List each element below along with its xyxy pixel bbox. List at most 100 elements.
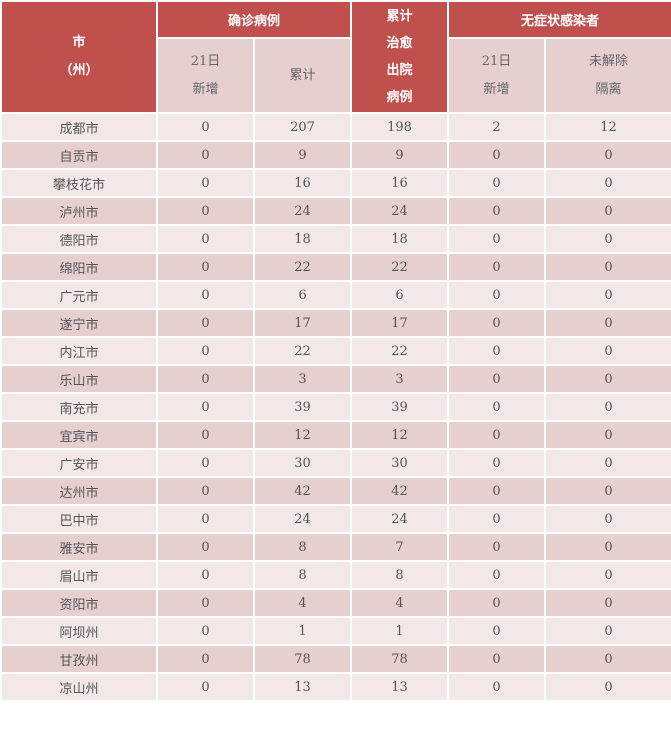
asym-isolation-cell: 0 xyxy=(544,280,671,310)
cured-cell: 6 xyxy=(350,280,450,310)
cured-cell: 78 xyxy=(350,644,450,674)
cumulative-cell: 13 xyxy=(252,672,353,702)
table-row: 眉山市 0 8 8 0 0 xyxy=(0,560,671,590)
city-header: 市（州） xyxy=(0,0,158,114)
city-cell: 资阳市 xyxy=(0,588,158,618)
cured-cell: 1 xyxy=(350,616,450,646)
table-row: 阿坝州 0 1 1 0 0 xyxy=(0,616,671,646)
asym-new-cell: 0 xyxy=(447,616,547,646)
new-cases-cell: 0 xyxy=(156,672,255,702)
cured-cell: 22 xyxy=(350,252,450,282)
city-cell: 达州市 xyxy=(0,476,158,506)
asym-new-cell: 0 xyxy=(447,504,547,534)
cumulative-cell: 24 xyxy=(252,504,353,534)
asym-new-cell: 0 xyxy=(447,532,547,562)
new-cases-cell: 0 xyxy=(156,532,255,562)
cumulative-cell: 3 xyxy=(252,364,353,394)
covid-stats-table: 市（州） 确诊病例 累计 治愈 出院 病例 无症状感染者 21日 新增 累计 21日 新增… xyxy=(0,0,671,702)
new-cases-cell: 0 xyxy=(156,140,255,170)
cured-cell: 24 xyxy=(350,504,450,534)
cumulative-cell: 4 xyxy=(252,588,353,618)
table-row: 攀枝花市 0 16 16 0 0 xyxy=(0,168,671,198)
asym-new-cell: 0 xyxy=(447,420,547,450)
new-cases-cell: 0 xyxy=(156,168,255,198)
table-row: 凉山州 0 13 13 0 0 xyxy=(0,672,671,702)
cumulative-cell: 207 xyxy=(252,112,353,142)
city-cell: 眉山市 xyxy=(0,560,158,590)
asym-isolation-cell: 0 xyxy=(544,588,671,618)
table-row: 遂宁市 0 17 17 0 0 xyxy=(0,308,671,338)
city-cell: 乐山市 xyxy=(0,364,158,394)
new-cases-cell: 0 xyxy=(156,252,255,282)
city-cell: 甘孜州 xyxy=(0,644,158,674)
asym-isolation-cell: 12 xyxy=(544,112,671,142)
new-cases-cell: 0 xyxy=(156,336,255,366)
new-cases-cell: 0 xyxy=(156,588,255,618)
city-cell: 宜宾市 xyxy=(0,420,158,450)
cured-cell: 198 xyxy=(350,112,450,142)
table-row: 内江市 0 22 22 0 0 xyxy=(0,336,671,366)
table-row: 广元市 0 6 6 0 0 xyxy=(0,280,671,310)
cured-cell: 16 xyxy=(350,168,450,198)
asym-isolation-cell: 0 xyxy=(544,504,671,534)
new-cases-cell: 0 xyxy=(156,560,255,590)
city-cell: 绵阳市 xyxy=(0,252,158,282)
cured-cell: 8 xyxy=(350,560,450,590)
asym-new-cell: 2 xyxy=(447,112,547,142)
table-row: 南充市 0 39 39 0 0 xyxy=(0,392,671,422)
asym-isolation-cell: 0 xyxy=(544,420,671,450)
asym-new-cell: 0 xyxy=(447,588,547,618)
city-cell: 巴中市 xyxy=(0,504,158,534)
asym-isolation-cell: 0 xyxy=(544,560,671,590)
new-cases-cell: 0 xyxy=(156,224,255,254)
asym-isolation-cell: 0 xyxy=(544,392,671,422)
asym-isolation-cell: 0 xyxy=(544,448,671,478)
table-row: 德阳市 0 18 18 0 0 xyxy=(0,224,671,254)
asym-new-cell: 0 xyxy=(447,364,547,394)
asym-new-header: 21日 新增 xyxy=(447,37,547,114)
asym-new-cell: 0 xyxy=(447,196,547,226)
city-cell: 攀枝花市 xyxy=(0,168,158,198)
new-cases-cell: 0 xyxy=(156,616,255,646)
asym-new-cell: 0 xyxy=(447,224,547,254)
new-cases-cell: 0 xyxy=(156,112,255,142)
cured-cell: 39 xyxy=(350,392,450,422)
cumulative-cell: 17 xyxy=(252,308,353,338)
new-cases-header: 21日 新增 xyxy=(156,37,255,114)
asym-isolation-cell: 0 xyxy=(544,140,671,170)
city-cell: 广元市 xyxy=(0,280,158,310)
cured-cell: 42 xyxy=(350,476,450,506)
asym-new-cell: 0 xyxy=(447,168,547,198)
asym-isolation-cell: 0 xyxy=(544,224,671,254)
table-row: 乐山市 0 3 3 0 0 xyxy=(0,364,671,394)
new-cases-cell: 0 xyxy=(156,196,255,226)
asym-isolation-cell: 0 xyxy=(544,644,671,674)
asymptomatic-header: 无症状感染者 xyxy=(447,0,671,39)
asym-new-cell: 0 xyxy=(447,392,547,422)
asym-isolation-cell: 0 xyxy=(544,532,671,562)
table-row: 广安市 0 30 30 0 0 xyxy=(0,448,671,478)
new-cases-cell: 0 xyxy=(156,420,255,450)
asym-new-cell: 0 xyxy=(447,672,547,702)
asym-isolation-header: 未解除 隔离 xyxy=(544,37,671,114)
cured-cell: 12 xyxy=(350,420,450,450)
asym-isolation-cell: 0 xyxy=(544,672,671,702)
table-row: 自贡市 0 9 9 0 0 xyxy=(0,140,671,170)
cured-cell: 9 xyxy=(350,140,450,170)
cured-cell: 24 xyxy=(350,196,450,226)
cumulative-cell: 78 xyxy=(252,644,353,674)
city-cell: 自贡市 xyxy=(0,140,158,170)
asym-new-cell: 0 xyxy=(447,336,547,366)
table-row: 达州市 0 42 42 0 0 xyxy=(0,476,671,506)
cured-cell: 17 xyxy=(350,308,450,338)
cumulative-cell: 24 xyxy=(252,196,353,226)
cumulative-cell: 12 xyxy=(252,420,353,450)
cumulative-cell: 16 xyxy=(252,168,353,198)
new-cases-cell: 0 xyxy=(156,644,255,674)
cumulative-cell: 39 xyxy=(252,392,353,422)
cured-header: 累计 治愈 出院 病例 xyxy=(350,0,450,114)
cumulative-cell: 6 xyxy=(252,280,353,310)
asym-new-cell: 0 xyxy=(447,644,547,674)
table-row: 绵阳市 0 22 22 0 0 xyxy=(0,252,671,282)
asym-isolation-cell: 0 xyxy=(544,616,671,646)
